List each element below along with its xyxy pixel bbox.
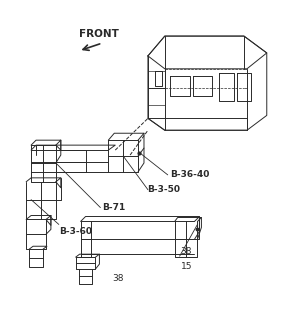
Text: B-36-40: B-36-40 — [170, 170, 209, 180]
Text: B-71: B-71 — [103, 203, 126, 212]
Text: B-3-50: B-3-50 — [147, 185, 180, 194]
Text: FRONT: FRONT — [79, 29, 118, 39]
Text: B-3-60: B-3-60 — [59, 227, 92, 236]
Text: 15: 15 — [181, 261, 192, 271]
Text: 38: 38 — [112, 275, 124, 284]
Text: 38: 38 — [181, 247, 192, 256]
